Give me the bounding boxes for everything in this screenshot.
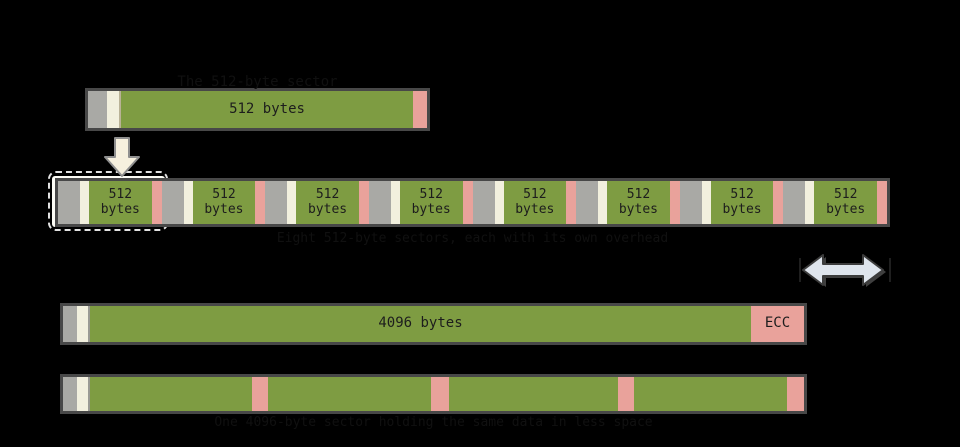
sync-segment: [77, 306, 88, 342]
sector-4096-subdivided-bar: [60, 374, 807, 414]
gap-segment: [63, 306, 77, 342]
data-segment: 512 bytes: [89, 181, 152, 224]
sync-segment: [494, 181, 504, 224]
data-chunk: [90, 377, 252, 411]
sync-segment: [390, 181, 400, 224]
address-mark-segment: [88, 377, 90, 411]
data-chunk: [634, 377, 787, 411]
sector-512: 512 bytes: [783, 181, 887, 224]
sector-512-bar: 512 bytes: [85, 88, 430, 131]
ecc-segment: [462, 181, 473, 224]
data-segment: 512 bytes: [814, 181, 877, 224]
sync-segment: [183, 181, 193, 224]
sector-row-512x8: 512 bytes 512 bytes 512 bytes 512 bytes …: [55, 178, 890, 227]
sync-segment: [80, 181, 89, 224]
data-size-label: 512 bytes: [307, 187, 348, 217]
sync-segment: [77, 377, 88, 411]
data-segment: 512 bytes: [710, 181, 774, 224]
gap-segment: [265, 181, 288, 224]
data-size-label: 512 bytes: [204, 187, 244, 217]
gap-segment: [88, 91, 107, 128]
data-segment: 512 bytes: [503, 181, 567, 224]
ecc-segment: [773, 181, 784, 224]
data-segment: 512 bytes: [399, 181, 463, 224]
sector-512: 512 bytes: [58, 181, 162, 224]
gap-segment: [63, 377, 77, 411]
gap-segment: [679, 181, 702, 224]
sector-512: 512 bytes: [679, 181, 784, 224]
gap-segment: [472, 181, 495, 224]
data-size-label: 512 bytes: [618, 187, 658, 217]
sync-segment: [107, 91, 119, 128]
data-segment: 512 bytes: [296, 181, 359, 224]
sync-segment: [287, 181, 297, 224]
gap-segment: [368, 181, 391, 224]
gap-segment: [58, 181, 80, 224]
ecc-label: ECC: [764, 315, 791, 332]
ecc-segment: [151, 181, 162, 224]
saved-space-double-arrow-icon: [799, 254, 891, 287]
data-size-label: 512 bytes: [826, 187, 866, 217]
sector-512: 512 bytes: [472, 181, 577, 224]
sector-4096-bar: 4096 bytes ECC: [60, 303, 807, 345]
down-arrow-icon: [104, 137, 140, 177]
data-size-label: 512 bytes: [229, 100, 305, 117]
data-segment: 512 bytes: [607, 181, 670, 224]
data-size-label: 512 bytes: [411, 187, 451, 217]
data-segment: 4096 bytes: [90, 306, 751, 342]
sector-512: 512 bytes: [161, 181, 266, 224]
sector-512: 512 bytes: [576, 181, 680, 224]
gap-segment: [576, 181, 599, 224]
chunk-divider: [618, 377, 635, 411]
ecc-segment: [413, 91, 427, 128]
gap-segment: [161, 181, 184, 224]
ecc-segment: [358, 181, 369, 224]
ecc-segment: [255, 181, 266, 224]
data-size-label: 4096 bytes: [378, 315, 463, 332]
data-size-label: 512 bytes: [515, 187, 555, 217]
ecc-segment: ECC: [751, 306, 804, 342]
top-sector-caption: The 512-byte sector: [177, 74, 338, 90]
address-mark-segment: [119, 91, 121, 128]
data-segment: 512 bytes: [192, 181, 256, 224]
sync-segment: [805, 181, 815, 224]
ecc-segment: [786, 377, 804, 411]
chunk-divider: [430, 377, 449, 411]
ecc-segment: [669, 181, 680, 224]
address-mark-segment: [88, 306, 90, 342]
left-tick: [799, 258, 801, 282]
gap-segment: [783, 181, 806, 224]
data-size-label: 512 bytes: [100, 187, 140, 217]
data-chunk: [267, 377, 431, 411]
ecc-segment: [877, 181, 887, 224]
data-segment: 512 bytes: [121, 91, 413, 128]
sector-row-caption: Eight 512-byte sectors, each with its ow…: [276, 231, 669, 246]
data-chunk: [448, 377, 619, 411]
sync-segment: [701, 181, 711, 224]
ecc-segment: [566, 181, 577, 224]
right-tick: [889, 258, 891, 282]
sector-512: 512 bytes: [265, 181, 369, 224]
sector-512: 512 bytes: [368, 181, 473, 224]
sync-segment: [598, 181, 608, 224]
bottom-bar-caption: One 4096-byte sector holding the same da…: [214, 415, 653, 430]
data-size-label: 512 bytes: [722, 187, 762, 217]
chunk-divider: [251, 377, 268, 411]
